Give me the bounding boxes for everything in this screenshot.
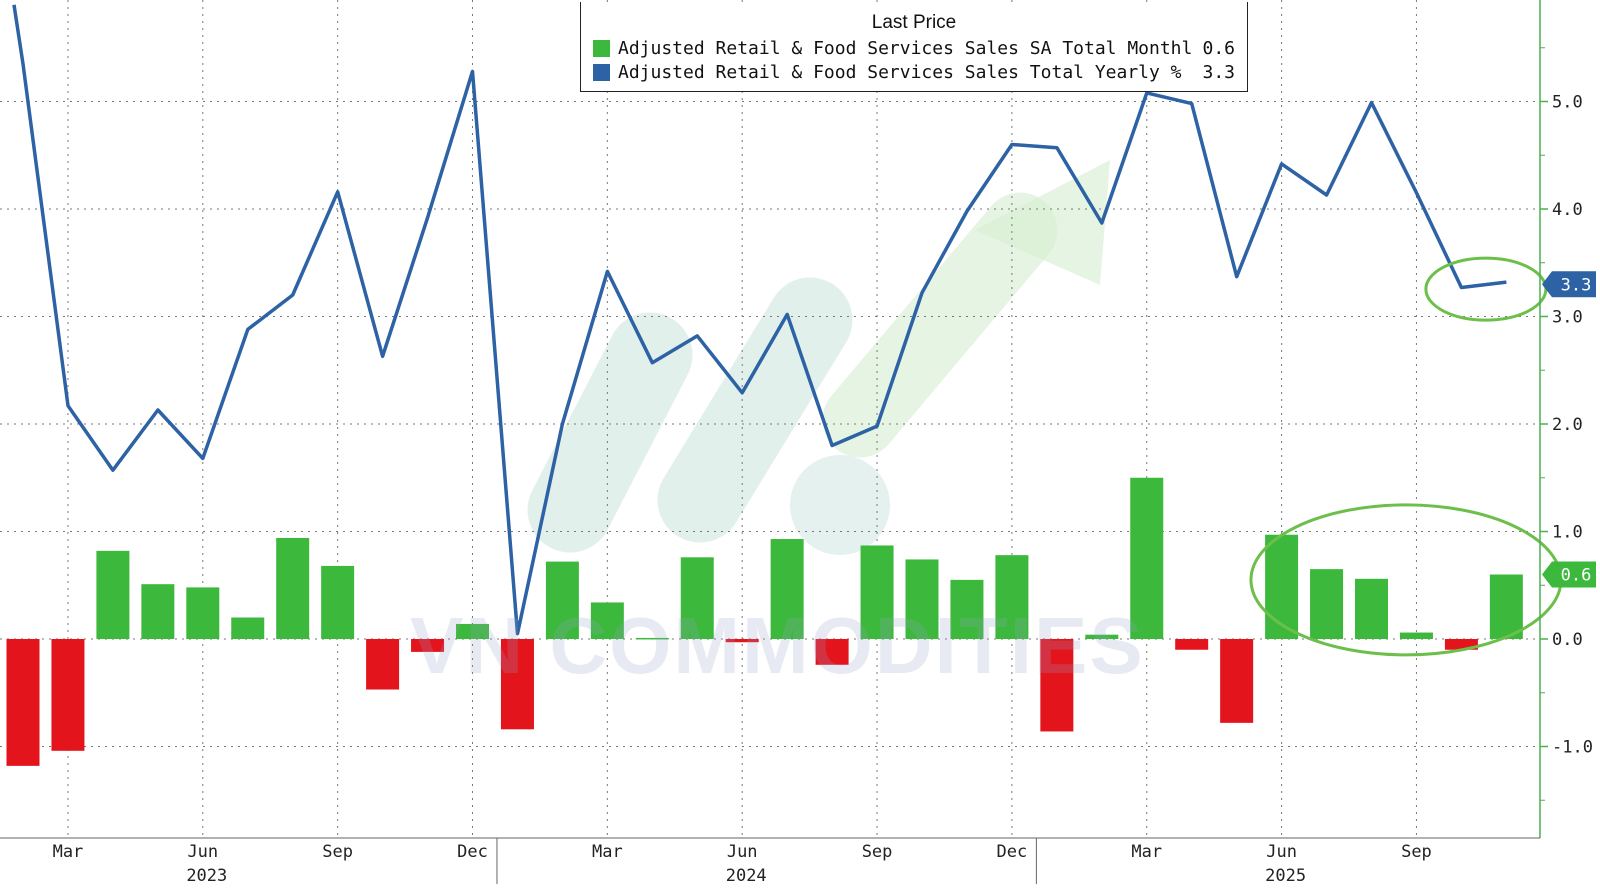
x-year-label: 2023 bbox=[186, 866, 227, 884]
bar-monthly-change bbox=[1175, 639, 1208, 650]
legend-value-monthly: 0.6 bbox=[1202, 38, 1235, 59]
x-axis: Mar Jun Sep Dec Mar Jun Sep Dec Mar Jun Sep 2023 202… bbox=[0, 838, 1540, 884]
legend-label-yearly: Adjusted Retail & Food Services Sales To… bbox=[618, 62, 1192, 83]
bar-monthly-change bbox=[1355, 579, 1388, 639]
bar-monthly-change bbox=[186, 587, 219, 639]
bar-monthly-change bbox=[1400, 633, 1433, 639]
bar-monthly-change bbox=[321, 566, 354, 639]
legend-swatch-yearly bbox=[593, 64, 610, 81]
legend-swatch-monthly bbox=[593, 40, 610, 57]
y-tick-label: 3.0 bbox=[1552, 308, 1583, 328]
legend-entry-monthly: Adjusted Retail & Food Services Sales SA… bbox=[593, 36, 1235, 60]
y-tick-label: 5.0 bbox=[1552, 93, 1583, 113]
legend-title: Last Price bbox=[581, 12, 1247, 34]
legend-label-monthly: Adjusted Retail & Food Services Sales SA… bbox=[618, 38, 1192, 59]
legend-value-yearly: 3.3 bbox=[1202, 62, 1235, 83]
y-tick-label: -1.0 bbox=[1552, 738, 1593, 758]
x-tick-label: Jun bbox=[1266, 842, 1297, 862]
x-tick-label: Dec bbox=[997, 842, 1028, 862]
bar-monthly-change bbox=[96, 551, 129, 639]
x-tick-label: Dec bbox=[457, 842, 488, 862]
x-year-label: 2025 bbox=[1265, 866, 1306, 884]
x-year-label: 2024 bbox=[726, 866, 767, 884]
bar-monthly-change bbox=[1490, 575, 1523, 640]
bar-monthly-change bbox=[1220, 639, 1253, 723]
legend: Last Price Adjusted Retail & Food Servic… bbox=[580, 2, 1248, 92]
legend-entry-yearly: Adjusted Retail & Food Services Sales To… bbox=[593, 60, 1235, 84]
x-tick-label: Jun bbox=[187, 842, 218, 862]
bar-monthly-change bbox=[366, 639, 399, 690]
y-tick-label: 4.0 bbox=[1552, 200, 1583, 220]
x-tick-label: Jun bbox=[727, 842, 758, 862]
x-tick-label: Mar bbox=[53, 842, 84, 862]
y-axis: -1.0 0.0 1.0 2.0 3.0 4.0 5.0 bbox=[1540, 0, 1593, 838]
bar-monthly-change bbox=[231, 618, 264, 640]
watermark-text: VN COMMODITIES bbox=[410, 600, 1145, 692]
bar-monthly-change bbox=[51, 639, 84, 751]
y-tick-label: 1.0 bbox=[1552, 523, 1583, 543]
last-value-tag-label: 3.3 bbox=[1561, 275, 1592, 295]
bar-monthly-change bbox=[7, 639, 40, 766]
bar-monthly-change bbox=[141, 584, 174, 639]
bar-monthly-change bbox=[1310, 569, 1343, 639]
x-tick-label: Sep bbox=[322, 842, 353, 862]
x-tick-label: Sep bbox=[862, 842, 893, 862]
bar-monthly-change bbox=[276, 538, 309, 639]
x-tick-label: Mar bbox=[1131, 842, 1162, 862]
y-tick-label: 2.0 bbox=[1552, 415, 1583, 435]
y-tick-label: 0.0 bbox=[1552, 630, 1583, 650]
highlight-ellipse-line bbox=[1426, 258, 1546, 320]
x-tick-label: Mar bbox=[592, 842, 623, 862]
last-value-tag-label: 0.6 bbox=[1561, 566, 1592, 586]
x-tick-label: Sep bbox=[1401, 842, 1432, 862]
